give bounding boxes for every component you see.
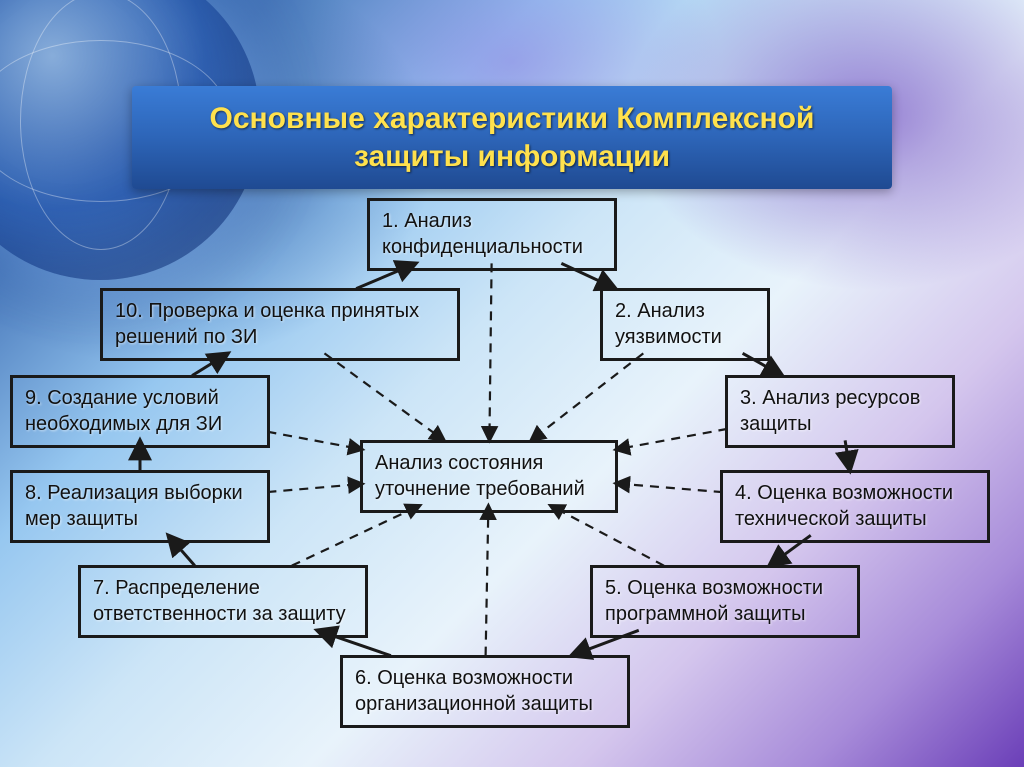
node-n3: 3. Анализ ресурсов защиты	[725, 375, 955, 448]
node-n8: 8. Реализация выборки мер защиты	[10, 470, 270, 543]
node-n2: 2. Анализ уязвимости	[600, 288, 770, 361]
title-bar: Основные характеристики Комплексной защи…	[132, 86, 892, 189]
page-title: Основные характеристики Комплексной защи…	[152, 100, 872, 175]
node-n6: 6. Оценка возможности организационной за…	[340, 655, 630, 728]
node-center: Анализ состояния уточнение требований	[360, 440, 618, 513]
node-n10: 10. Проверка и оценка принятых решений п…	[100, 288, 460, 361]
node-n5: 5. Оценка возможности программной защиты	[590, 565, 860, 638]
node-n9: 9. Создание условий необходимых для ЗИ	[10, 375, 270, 448]
node-n4: 4. Оценка возможности технической защиты	[720, 470, 990, 543]
node-n1: 1. Анализ конфиденциальности	[367, 198, 617, 271]
node-n7: 7. Распределение ответственности за защи…	[78, 565, 368, 638]
